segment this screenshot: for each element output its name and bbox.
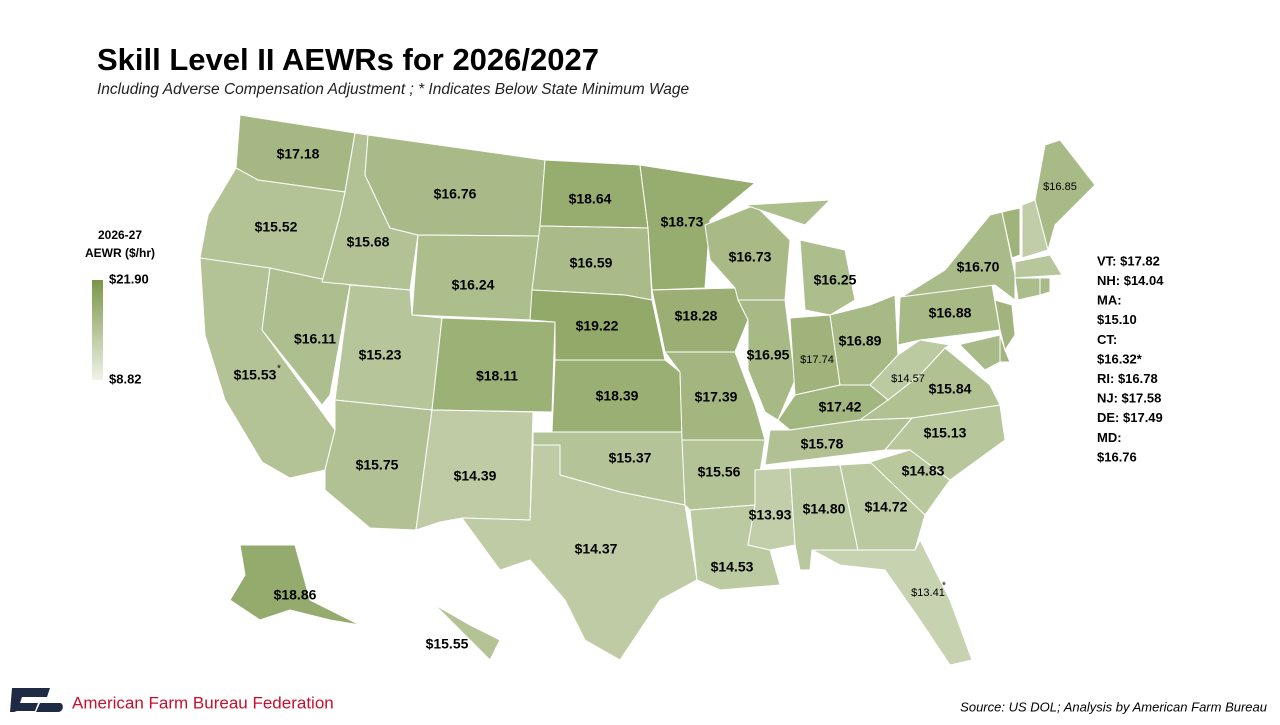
state: [431, 317, 556, 413]
state: [1001, 207, 1021, 259]
legend-max: $21.90: [109, 271, 149, 286]
state-label: $14.53: [711, 559, 754, 575]
state: [1039, 277, 1051, 296]
brand: American Farm Bureau Federation: [72, 693, 334, 712]
state-label: $16.85: [1043, 181, 1077, 193]
side-notes: VT: $17.82 NH: $14.04 MA: $15.10 CT: $16.32* R…: [1097, 253, 1164, 464]
state: [639, 164, 756, 291]
side-note: MD:: [1097, 430, 1122, 445]
state-label: $14.57: [891, 373, 925, 385]
legend-title: AEWR ($/hr): [85, 246, 155, 260]
state-label: $15.23: [359, 347, 402, 363]
side-note: RI: $16.78: [1097, 371, 1158, 386]
state-label: $14.39: [454, 468, 497, 484]
title: Skill Level II AEWRs for 2026/2027: [97, 42, 599, 77]
state-label: $16.76: [434, 186, 477, 202]
side-note: VT: $17.82: [1097, 253, 1160, 268]
state: [1021, 199, 1049, 259]
state: [1014, 277, 1041, 301]
logo: [10, 688, 63, 712]
side-note: MA:: [1097, 293, 1122, 308]
state-label: $14.72: [865, 499, 908, 515]
state: [869, 339, 951, 401]
side-note: CT:: [1097, 332, 1117, 347]
state-label: $13.93: [749, 507, 792, 523]
state-labels: $17.18$15.52$15.53 *$16.11$15.68$16.76$16…: [234, 146, 1077, 652]
state: [651, 287, 749, 353]
state-label: $18.11: [476, 368, 518, 384]
state-label: $15.37: [609, 450, 652, 466]
state-label: $16.95: [747, 347, 790, 363]
state-label: $16.73: [729, 249, 772, 265]
state-note: *: [942, 581, 946, 592]
state-label: $15.52: [255, 219, 298, 235]
state-note: *: [277, 364, 281, 375]
state-label: $17.39: [695, 389, 738, 405]
state-label: $18.73: [661, 214, 704, 230]
state-label: $18.39: [596, 388, 639, 404]
state-label: $16.89: [839, 333, 882, 349]
state-label: $18.86: [274, 587, 317, 603]
legend-min: $8.82: [109, 371, 142, 386]
legend-title: 2026-27: [98, 228, 142, 242]
state: [229, 544, 361, 626]
legend-bar: [92, 280, 103, 380]
subtitle: Including Adverse Compensation Adjustmen…: [97, 81, 690, 98]
state: [899, 211, 1016, 301]
state-label: $14.37: [575, 541, 618, 557]
state: [744, 199, 831, 226]
state-label: $17.74: [800, 354, 834, 366]
state-label: $16.24: [452, 277, 495, 293]
side-note: $15.10: [1097, 312, 1137, 327]
state-label: $14.83: [902, 463, 945, 479]
side-note: $16.76: [1097, 449, 1137, 464]
state-label: $15.78: [801, 436, 844, 452]
side-note: NJ: $17.58: [1097, 391, 1161, 406]
source: Source: US DOL; Analysis by American Far…: [960, 699, 1267, 714]
state-label: $15.55: [426, 636, 469, 652]
state: [994, 299, 1016, 351]
state-label: $16.70: [957, 259, 1000, 275]
state: [944, 334, 1001, 371]
side-note: $16.32*: [1097, 351, 1143, 366]
state-label: $18.28: [675, 308, 718, 324]
state-label: $15.84: [929, 381, 972, 397]
state: [461, 444, 698, 661]
states: [199, 114, 1096, 666]
side-note: DE: $17.49: [1097, 410, 1163, 425]
side-note: NH: $14.04: [1097, 273, 1164, 288]
state-label: $18.64: [569, 191, 612, 207]
state-label: $19.22: [576, 318, 619, 334]
state: [811, 539, 973, 666]
state-label: $15.13: [924, 425, 967, 441]
state: [737, 299, 796, 421]
state: [799, 239, 856, 316]
state-label: $17.42: [819, 399, 862, 415]
state-label: $15.75: [356, 457, 399, 473]
state-label: $15.53: [234, 367, 277, 383]
state: [1014, 254, 1063, 279]
state-label: $15.56: [698, 464, 741, 480]
state-label: $16.88: [929, 305, 972, 321]
state-label: $16.25: [814, 272, 857, 288]
state-label: $13.41: [911, 587, 945, 599]
state-label: $16.11: [294, 331, 336, 347]
state-label: $17.18: [277, 146, 320, 162]
state-label: $16.59: [570, 255, 613, 271]
state-label: $14.80: [803, 501, 846, 517]
state: [434, 604, 501, 661]
state-label: $15.68: [347, 234, 390, 250]
